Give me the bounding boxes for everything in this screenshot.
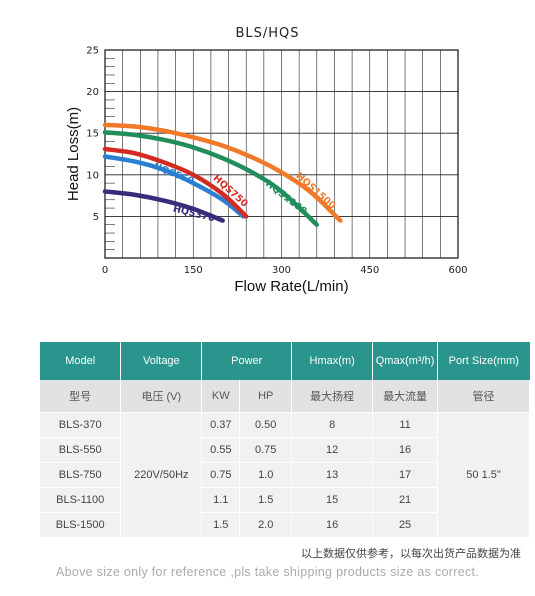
cell-kw: 1.1	[201, 487, 241, 513]
x-tick-label: 450	[360, 265, 379, 276]
cell-qmax: 11	[372, 412, 439, 438]
series-line-hqs1500	[102, 122, 343, 223]
x-tick-label: 300	[272, 265, 291, 276]
cell-model: BLS-750	[40, 462, 122, 488]
cell-qmax: 25	[372, 512, 439, 537]
cell-qmax: 17	[372, 462, 439, 488]
cell-hmax: 16	[291, 512, 374, 537]
table-row: BLS-1500 1.5 2.0 16 25	[40, 512, 530, 537]
cell-model: BLS-1500	[40, 512, 122, 537]
sub-qmax: 最大流量	[372, 380, 439, 413]
cell-hp: 2.0	[239, 512, 293, 537]
table-row: BLS-370 220V/50Hz 0.37 0.50 8 11 50 1.5"	[40, 412, 530, 537]
curve-label: HQS370	[172, 203, 216, 224]
y-tick-label: 10	[86, 170, 99, 181]
sub-hp: HP	[239, 380, 293, 413]
cell-hp: 0.50	[239, 412, 293, 438]
y-tick-label: 20	[86, 87, 99, 98]
cell-hp: 1.5	[239, 487, 293, 513]
cell-kw: 0.75	[201, 462, 241, 488]
series-line-hqs750	[102, 146, 249, 219]
cell-hmax: 15	[291, 487, 374, 513]
header-qmax: Qmax(m³/h)	[372, 342, 439, 380]
x-axis-label: Flow Rate(L/min)	[234, 278, 348, 295]
cell-hp: 0.75	[239, 437, 293, 463]
chart-svg: 0 150 300 450 600 5 10 15 20 25 Flow Rate(L/min) He…	[65, 46, 468, 296]
header-hmax: Hmax(m)	[291, 342, 374, 380]
cell-hmax: 12	[291, 437, 374, 463]
plot-frame	[104, 49, 459, 259]
spec-table: Model Voltage Power Hmax(m) Qmax(m³/h) P…	[40, 342, 530, 537]
header-model: Model	[40, 342, 122, 380]
y-tick-label: 25	[86, 46, 99, 57]
y-tick-label: 5	[93, 212, 99, 223]
table-header-row: Model Voltage Power Hmax(m) Qmax(m³/h) P…	[40, 342, 530, 380]
x-tick-label: 0	[102, 265, 108, 276]
table-row: BLS-750 0.75 1.0 13 17	[40, 462, 530, 488]
cell-qmax: 16	[372, 437, 439, 463]
note-english: Above size only for reference ,pls take …	[55, 565, 480, 579]
cell-kw: 0.37	[201, 412, 241, 438]
series-line-hqs1100	[102, 130, 320, 227]
x-tick-label: 150	[184, 265, 203, 276]
table-row: BLS-550 0.55 0.75 12 16	[40, 437, 530, 463]
header-power: Power	[201, 342, 293, 380]
chart-title: BLS/HQS	[235, 26, 300, 41]
table-subheader-row: 型号 电压 (V) KW HP 最大扬程 最大流量 管径	[40, 380, 530, 413]
cell-model: BLS-550	[40, 437, 122, 463]
series-line-hqs370	[102, 189, 225, 223]
cell-voltage: 220V/50Hz	[120, 412, 203, 537]
cell-hmax: 8	[291, 412, 374, 438]
cell-kw: 1.5	[201, 512, 241, 537]
sub-hmax: 最大扬程	[291, 380, 374, 413]
cell-hmax: 13	[291, 462, 374, 488]
x-tick-label: 600	[448, 265, 467, 276]
pump-curve-chart: BLS/HQS 0 150 300 450 600 5 10 15 20 25 Flow Rate(…	[65, 26, 468, 296]
cell-model: BLS-370	[40, 412, 122, 438]
header-voltage: Voltage	[120, 342, 203, 380]
series-line-hqs550	[102, 154, 246, 219]
table-row: BLS-1100 1.1 1.5 15 21	[40, 487, 530, 513]
sub-port: 管径	[437, 380, 530, 413]
header-port-size: Port Size(mm)	[437, 342, 530, 380]
cell-hp: 1.0	[239, 462, 293, 488]
note-chinese: 以上数据仅供参考，以每次出货产品数据为准	[301, 547, 521, 560]
y-axis-label: Head Loss(m)	[65, 107, 82, 201]
cell-port-size: 50 1.5"	[437, 412, 530, 537]
cell-model: BLS-1100	[40, 487, 122, 513]
cell-qmax: 21	[372, 487, 439, 513]
sub-kw: KW	[201, 380, 241, 413]
sub-voltage: 电压 (V)	[120, 380, 203, 413]
y-tick-label: 15	[86, 129, 99, 140]
sub-model: 型号	[40, 380, 122, 413]
cell-kw: 0.55	[201, 437, 241, 463]
